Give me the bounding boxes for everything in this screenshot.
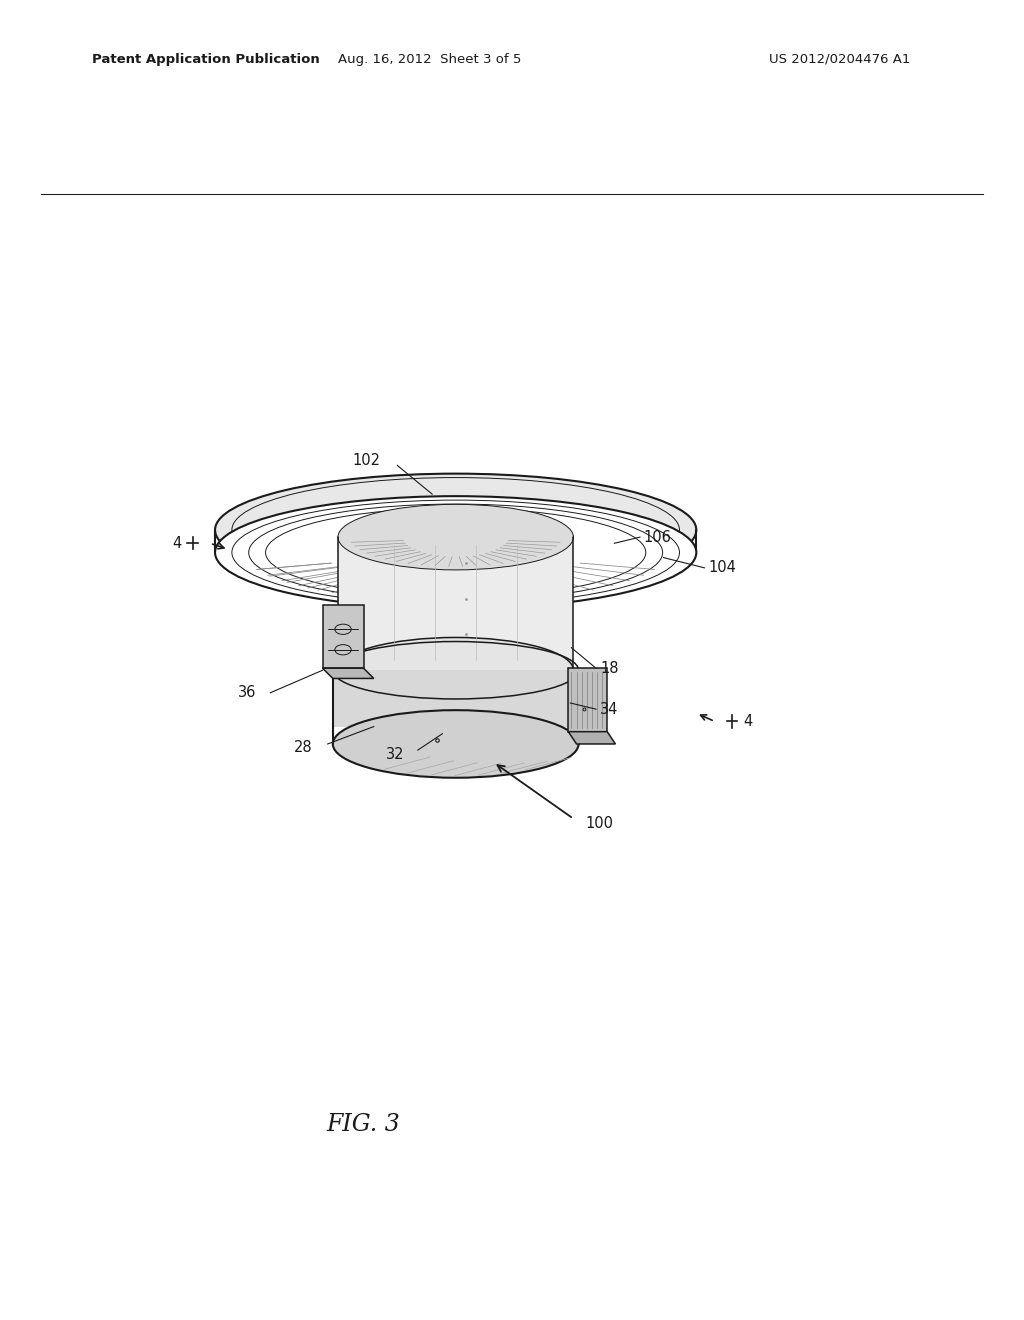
Text: 18: 18: [600, 661, 618, 676]
Polygon shape: [568, 668, 607, 731]
Ellipse shape: [215, 474, 696, 586]
Text: 102: 102: [353, 453, 381, 467]
Polygon shape: [568, 731, 615, 744]
Text: 106: 106: [643, 529, 671, 545]
Text: 104: 104: [709, 560, 736, 576]
Text: Aug. 16, 2012  Sheet 3 of 5: Aug. 16, 2012 Sheet 3 of 5: [338, 53, 522, 66]
Text: 32: 32: [386, 747, 404, 762]
Text: US 2012/0204476 A1: US 2012/0204476 A1: [769, 53, 910, 66]
Text: Patent Application Publication: Patent Application Publication: [92, 53, 319, 66]
Ellipse shape: [215, 496, 696, 609]
Text: 100: 100: [586, 816, 613, 832]
Polygon shape: [323, 605, 364, 668]
Text: 36: 36: [238, 685, 256, 701]
Polygon shape: [338, 537, 573, 671]
Ellipse shape: [338, 504, 573, 570]
Text: 4: 4: [743, 714, 753, 729]
Ellipse shape: [333, 710, 579, 777]
Text: 34: 34: [600, 702, 618, 717]
Ellipse shape: [338, 638, 573, 704]
Text: 4: 4: [172, 536, 181, 550]
Text: 28: 28: [294, 739, 312, 755]
Text: FIG. 3: FIG. 3: [327, 1113, 400, 1137]
Polygon shape: [333, 671, 579, 727]
Polygon shape: [323, 668, 374, 678]
